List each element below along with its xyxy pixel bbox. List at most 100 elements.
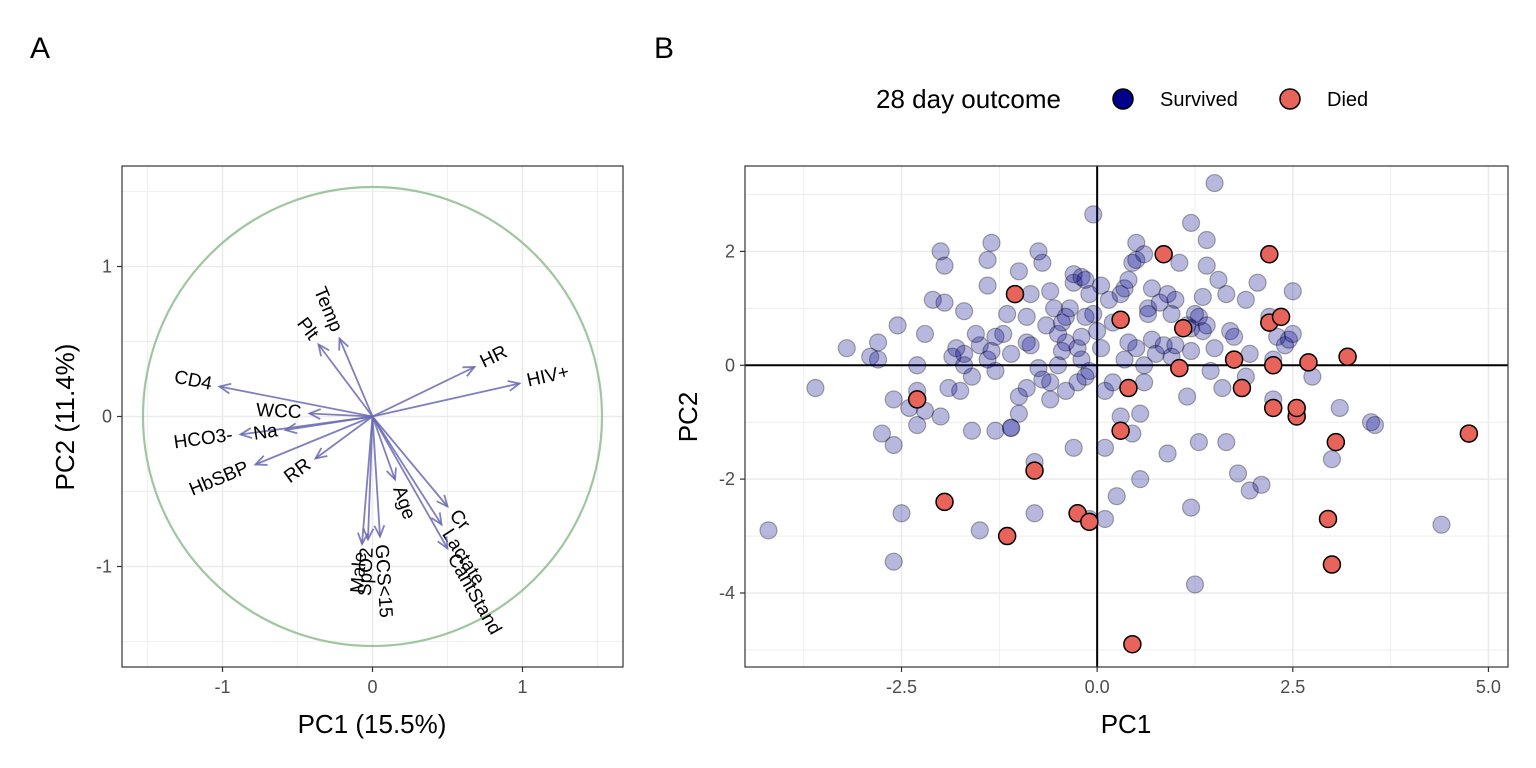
point-survived (1033, 370, 1052, 389)
point-survived (1201, 361, 1220, 381)
legend-key-survived (1112, 88, 1134, 110)
loading-arrowhead (283, 422, 298, 435)
point-survived (1052, 313, 1072, 332)
point-survived (1146, 344, 1165, 363)
point-survived (1060, 299, 1079, 318)
point-survived (1091, 339, 1111, 358)
point-died (935, 492, 954, 512)
point-died (1299, 353, 1318, 372)
y-tick-label: 0 (725, 355, 735, 375)
point-died (1111, 421, 1130, 440)
point-survived (1166, 336, 1185, 355)
point-survived (1080, 361, 1099, 381)
legend: 28 day outcome Survived Died (876, 84, 1368, 114)
point-survived (1127, 250, 1146, 270)
point-survived (1052, 341, 1072, 361)
point-survived (1158, 444, 1177, 463)
point-survived (1240, 344, 1259, 363)
point-survived (1181, 498, 1201, 517)
point-survived (1142, 279, 1162, 298)
panel-b-tag: B (654, 32, 674, 65)
point-survived (1068, 339, 1087, 358)
point-died (1322, 555, 1342, 574)
point-survived (1228, 464, 1248, 483)
point-survived (908, 415, 927, 435)
point-survived (1138, 299, 1158, 318)
x-tick-label: -2.5 (886, 677, 917, 697)
panel-b-plot-area (745, 166, 1508, 667)
point-died (1232, 378, 1252, 398)
point-died (1119, 378, 1138, 398)
point-survived (1099, 290, 1118, 309)
point-survived (892, 504, 911, 523)
point-died (1170, 358, 1189, 378)
point-survived (1138, 304, 1158, 324)
point-survived (1095, 509, 1115, 529)
point-survived (1213, 378, 1232, 398)
point-died (1271, 307, 1291, 327)
loading-arrowhead (338, 336, 350, 351)
loading-arrow (371, 415, 449, 508)
correlation-circle (141, 185, 604, 648)
point-survived (888, 316, 907, 335)
loading-arrow (372, 382, 520, 418)
point-survived (1127, 339, 1146, 358)
point-survived (1076, 367, 1095, 386)
loading-arrowhead (462, 366, 477, 377)
point-died (1338, 347, 1357, 366)
point-survived (1021, 284, 1040, 304)
point-survived (1142, 330, 1162, 349)
point-survived (908, 356, 927, 375)
point-survived (1041, 373, 1060, 392)
point-died (1025, 461, 1044, 480)
point-survived (955, 302, 974, 321)
point-survived (1236, 290, 1255, 309)
point-survived (837, 339, 856, 358)
point-survived (1193, 287, 1212, 307)
x-tick-label: -1 (214, 677, 230, 697)
point-survived (1119, 270, 1138, 289)
loading-arrowhead (373, 524, 386, 539)
point-survived (1205, 173, 1224, 193)
point-survived (1029, 242, 1048, 261)
panel-b-points (745, 166, 1508, 667)
point-survived (1072, 327, 1091, 346)
point-died (1263, 398, 1283, 418)
point-survived (947, 339, 966, 358)
point-survived (1322, 450, 1342, 469)
panel-b-x-axis-title: PC1 (1101, 709, 1152, 739)
point-survived (1076, 270, 1095, 289)
loading-arrow (309, 412, 373, 418)
point-survived (982, 341, 1001, 361)
loading-arrowhead (436, 494, 449, 509)
point-survived (1103, 373, 1122, 392)
point-survived (1041, 390, 1060, 409)
point-survived (931, 407, 950, 426)
panel-b-y-axis-title: PC2 (673, 392, 703, 443)
point-survived (986, 361, 1005, 381)
loading-arrowhead (317, 342, 330, 357)
point-survived (1001, 344, 1021, 363)
point-survived (1056, 381, 1075, 400)
point-survived (1107, 487, 1126, 506)
point-survived (1041, 282, 1060, 301)
point-survived (1248, 273, 1267, 292)
variable-label: GCS<15 (371, 544, 397, 619)
point-survived (1017, 307, 1036, 326)
point-survived (1166, 290, 1185, 309)
loading-arrow (285, 415, 373, 431)
loading-arrowhead (362, 527, 375, 542)
loading-arrow (361, 416, 374, 545)
loading-arrow (371, 416, 449, 549)
point-survived (1072, 350, 1091, 369)
point-survived (1209, 270, 1228, 289)
point-survived (986, 327, 1005, 346)
loading-arrowhead (238, 427, 253, 439)
point-died (1459, 424, 1479, 443)
point-died (1224, 350, 1244, 369)
point-survived (994, 324, 1013, 344)
y-tick-label: 1 (102, 257, 112, 277)
point-survived (1119, 333, 1138, 352)
